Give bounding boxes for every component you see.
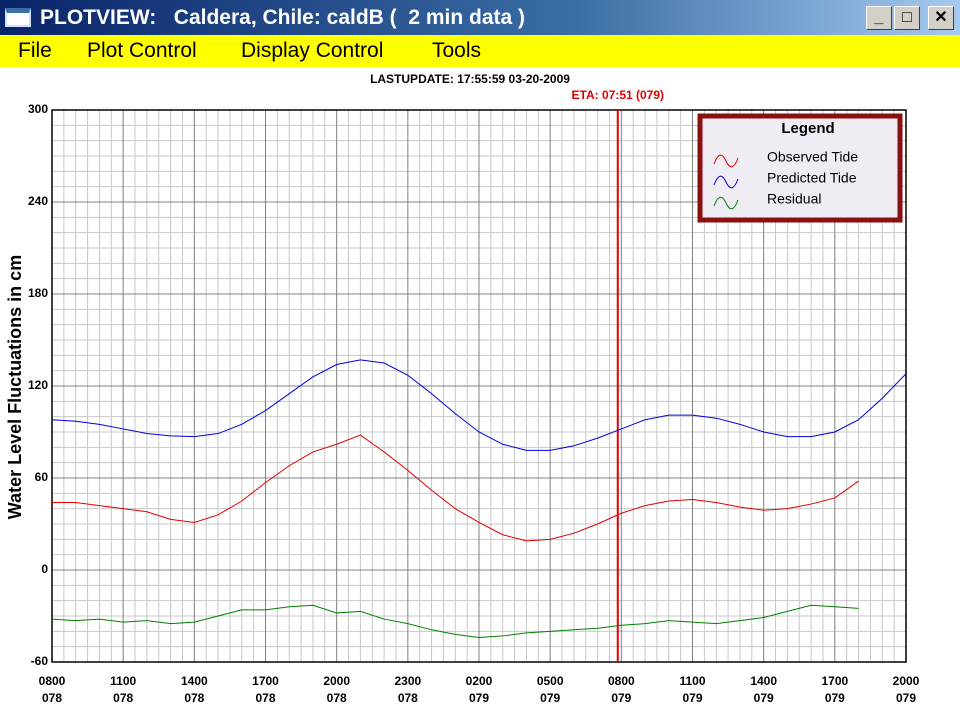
title-bar: PLOTVIEW: Caldera, Chile: caldB ( 2 min … [0,0,960,35]
x-tick-label: 2000 [323,674,350,688]
y-tick-label: 120 [28,378,48,392]
minimize-button[interactable]: _ [866,6,892,30]
legend-swatch [713,175,739,189]
x-tick-day: 078 [327,691,347,705]
x-tick-label: 0800 [608,674,635,688]
x-tick-day: 078 [113,691,133,705]
x-tick-day: 078 [42,691,62,705]
x-tick-day: 079 [611,691,631,705]
app-icon [5,8,31,27]
legend-box [697,113,903,223]
y-tick-label: 300 [28,102,48,116]
legend: Legend Observed Tide Predicted Tide Residua… [697,113,903,223]
menu-item[interactable]: Plot Control [87,39,197,62]
legend-label: Predicted Tide [767,170,857,186]
menu-item[interactable]: File [18,39,52,62]
close-button[interactable]: ✕ [928,6,954,30]
y-tick-label: 180 [28,286,48,300]
legend-label: Residual [767,191,821,207]
menu-item[interactable]: Display Control [241,39,384,62]
x-tick-label: 0200 [466,674,493,688]
chart-subtitle: LASTUPDATE: 17:55:59 03-20-2009 [370,72,570,86]
legend-swatch [713,154,739,168]
y-tick-label: 60 [35,470,49,484]
x-tick-label: 2000 [893,674,920,688]
y-tick-label: 0 [41,562,48,576]
legend-swatch [713,196,739,210]
maximize-button[interactable]: □ [894,6,920,30]
x-tick-day: 079 [682,691,702,705]
x-tick-label: 1100 [679,674,705,688]
x-tick-day: 078 [184,691,204,705]
legend-title: Legend [781,120,834,137]
x-tick-day: 079 [469,691,489,705]
series-line [51,604,859,638]
series-line [52,434,859,542]
x-tick-day: 078 [255,691,275,705]
x-tick-label: 2300 [394,674,421,688]
x-tick-label: 1700 [821,674,848,688]
x-tick-day: 079 [896,691,916,705]
y-tick-label: 240 [28,194,48,208]
x-tick-label: 1400 [181,674,208,688]
x-tick-day: 079 [540,691,560,705]
x-tick-label: 1100 [110,674,136,688]
legend-label: Observed Tide [767,149,858,165]
x-tick-label: 0500 [537,674,564,688]
eta-label: ETA: 07:51 (079) [572,88,664,102]
y-tick-label: -60 [31,654,49,668]
window-title: PLOTVIEW: Caldera, Chile: caldB ( 2 min … [40,6,526,29]
menu-item[interactable]: Tools [432,39,482,62]
x-tick-day: 079 [754,691,774,705]
x-tick-label: 0800 [39,674,66,688]
y-axis-label: Water Level Fluctuations in cm [5,255,25,519]
plot-frame [51,109,907,663]
menu-bar: File Plot Control Display Control Tools [0,35,960,67]
series-line [51,359,907,451]
x-tick-day: 079 [825,691,845,705]
chart: LASTUPDATE: 17:55:59 03-20-2009 Water Le… [5,72,920,705]
x-tick-label: 1700 [252,674,279,688]
x-tick-label: 1400 [750,674,777,688]
x-tick-day: 078 [398,691,418,705]
